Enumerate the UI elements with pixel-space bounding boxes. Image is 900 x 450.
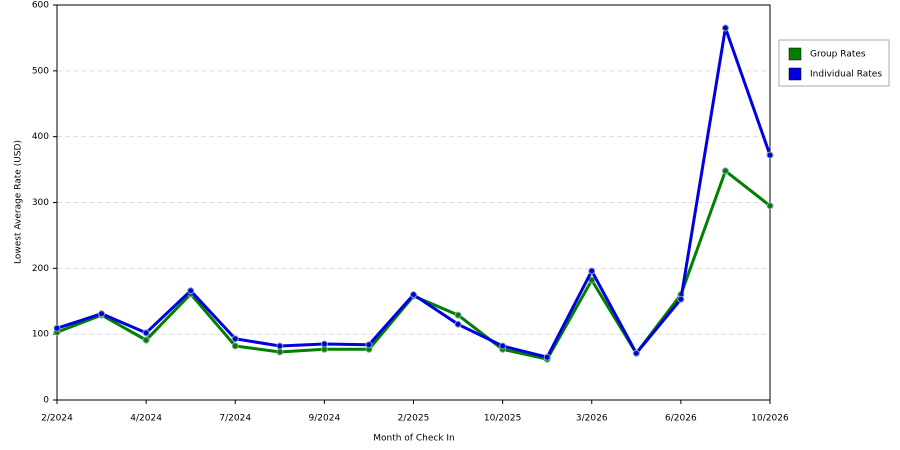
point [721,24,729,32]
y-axis-title: Lowest Average Rate (USD) [14,140,24,264]
point [588,276,596,284]
point [98,310,106,318]
series-line [56,27,772,359]
x-tick-label: 10/2026 [751,414,789,424]
point [677,295,685,303]
point [632,349,640,357]
x-tick-label: 10/2025 [484,414,521,424]
x-tick-label: 9/2024 [309,414,341,424]
point [231,342,239,350]
point [721,167,729,175]
legend-swatch [788,67,802,81]
point [53,324,61,332]
point [499,342,507,350]
x-tick-label: 7/2024 [219,414,251,424]
legend-swatch [788,47,802,61]
y-tick-label: 400 [32,132,49,142]
point [365,341,373,349]
y-tick-label: 500 [32,66,49,76]
legend-label: Group Rates [810,50,866,60]
y-tick-label: 300 [32,198,49,208]
x-tick-label: 4/2024 [130,414,162,424]
legend-label: Individual Rates [810,70,882,80]
point [187,287,195,295]
x-axis-title: Month of Check In [373,434,455,444]
x-tick-label: 2/2025 [398,414,430,424]
point [454,320,462,328]
point [454,311,462,319]
point [142,329,150,337]
x-tick-label: 6/2026 [665,414,697,424]
point [320,340,328,348]
x-tick-label: 3/2026 [576,414,608,424]
y-tick-label: 100 [32,330,49,340]
y-tick-label: 0 [43,396,49,406]
series-line [56,168,771,361]
point [276,342,284,350]
y-tick-label: 600 [32,1,49,11]
y-tick-label: 200 [32,264,49,274]
point [231,335,239,343]
point [766,151,774,159]
x-tick-label: 2/2024 [41,414,73,424]
point [543,353,551,361]
point [410,291,417,299]
point [588,267,596,275]
point [142,336,150,344]
point [766,202,774,210]
point [276,348,284,356]
